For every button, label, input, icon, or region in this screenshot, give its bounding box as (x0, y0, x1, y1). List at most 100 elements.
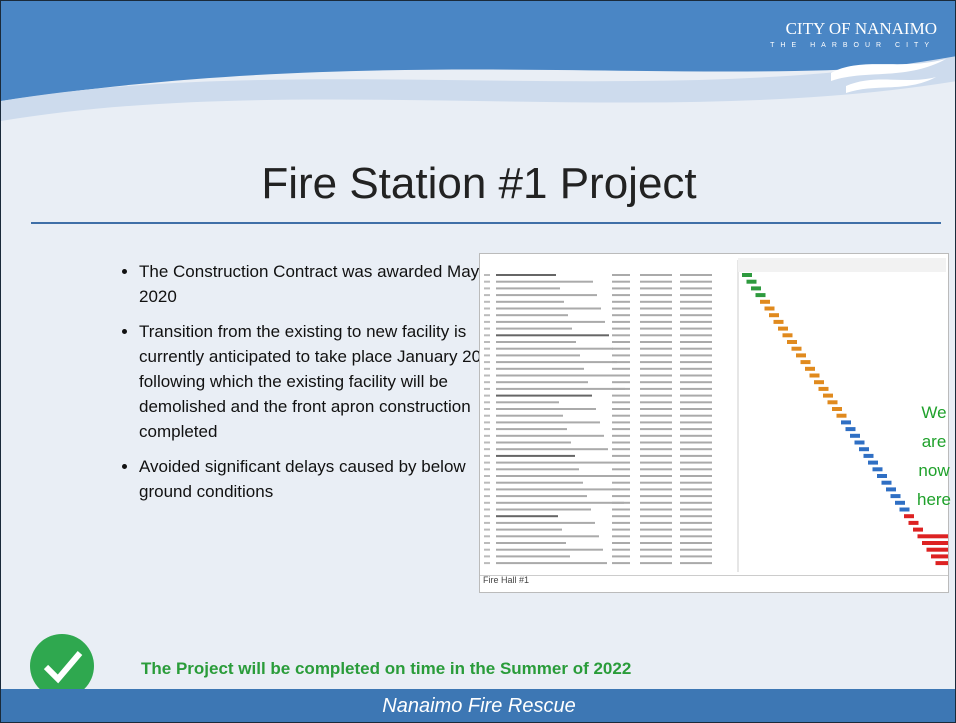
gantt-shape (612, 408, 630, 410)
gantt-shape (680, 274, 712, 276)
gantt-shape (640, 348, 672, 350)
gantt-shape (832, 407, 842, 411)
gantt-shape (680, 368, 712, 370)
gantt-shape (496, 468, 579, 470)
gantt-shape (904, 514, 914, 518)
gantt-shape (612, 354, 630, 356)
gantt-shape (612, 314, 630, 316)
gantt-shape (496, 375, 621, 377)
gantt-shape (612, 482, 630, 484)
gantt-shape (484, 515, 490, 517)
gantt-shape (819, 387, 829, 391)
gantt-shape (680, 428, 712, 430)
gantt-shape (484, 529, 490, 531)
gantt-shape (895, 501, 905, 505)
gantt-shape (855, 441, 865, 445)
gantt-shape (680, 555, 712, 557)
gantt-shape (496, 294, 597, 296)
gantt-shape (680, 495, 712, 497)
gantt-shape (612, 401, 630, 403)
gantt-shape (612, 281, 630, 283)
gantt-shape (612, 475, 630, 477)
gantt-shape (680, 301, 712, 303)
gantt-shape (496, 281, 593, 283)
gantt-shape (680, 549, 712, 551)
gantt-shape (612, 341, 630, 343)
gantt-shape (612, 488, 630, 490)
gantt-shape (612, 287, 630, 289)
gantt-shape (496, 535, 599, 537)
bullet: Transition from the existing to new faci… (139, 319, 509, 444)
gantt-shape (680, 468, 712, 470)
gantt-shape (680, 448, 712, 450)
gantt-shape (909, 521, 919, 525)
gantt-shape (640, 509, 672, 511)
gantt-shape (640, 455, 672, 457)
gantt-shape (484, 488, 490, 490)
gantt-shape (922, 541, 949, 545)
gantt-shape (484, 334, 490, 336)
gantt-shape (496, 401, 559, 403)
gantt-shape (612, 562, 630, 564)
gantt-shape (612, 428, 630, 430)
gantt-shape (484, 294, 490, 296)
gantt-shape (496, 395, 592, 397)
gantt-shape (751, 286, 761, 290)
gantt-shape (612, 555, 630, 557)
gantt-shape (496, 341, 576, 343)
gantt-shape (927, 548, 950, 552)
gantt-shape (612, 502, 630, 504)
gantt-shape (640, 549, 672, 551)
gantt-shape (640, 354, 672, 356)
gantt-shape (496, 408, 596, 410)
gantt-shape (484, 274, 490, 276)
gantt-shape (612, 542, 630, 544)
gantt-shape (680, 529, 712, 531)
gantt-shape (823, 394, 833, 398)
gantt-shape (640, 442, 672, 444)
gantt-shape (801, 360, 811, 364)
gantt-shape (828, 400, 838, 404)
gantt-shape (680, 562, 712, 564)
gantt-shape (612, 448, 630, 450)
gantt-shape (612, 415, 630, 417)
gantt-shape (680, 435, 712, 437)
gantt-shape (484, 354, 490, 356)
gantt-shape (680, 515, 712, 517)
gantt-shape (640, 428, 672, 430)
gantt-shape (484, 408, 490, 410)
gantt-shape (612, 509, 630, 511)
gantt-shape (612, 535, 630, 537)
gantt-shape (837, 414, 847, 418)
gantt-shape (680, 482, 712, 484)
gantt-shape (680, 334, 712, 336)
gantt-shape (484, 542, 490, 544)
gantt-shape (640, 328, 672, 330)
gantt-shape (612, 442, 630, 444)
gantt-shape (742, 273, 752, 277)
gantt-shape (496, 549, 603, 551)
gantt-shape (496, 348, 613, 350)
gantt-shape (484, 535, 490, 537)
gantt-shape (496, 542, 566, 544)
gantt-shape (484, 415, 490, 417)
gantt-shape (480, 575, 948, 576)
gantt-shape (640, 334, 672, 336)
gantt-shape (886, 487, 896, 491)
gantt-shape (496, 448, 608, 450)
gantt-shape (612, 468, 630, 470)
gantt-shape (774, 320, 784, 324)
gantt-shape (747, 280, 757, 284)
gantt-shape (640, 522, 672, 524)
title-rule (31, 222, 941, 224)
logo-subtitle: THE HARBOUR CITY (770, 42, 935, 49)
gantt-shape (640, 381, 672, 383)
gantt-shape (769, 313, 779, 317)
gantt-shape (680, 341, 712, 343)
gantt-shape (484, 448, 490, 450)
gantt-shape (640, 515, 672, 517)
gantt-shape (484, 281, 490, 283)
gantt-shape (640, 415, 672, 417)
gantt-shape (484, 287, 490, 289)
gantt-shape (612, 328, 630, 330)
